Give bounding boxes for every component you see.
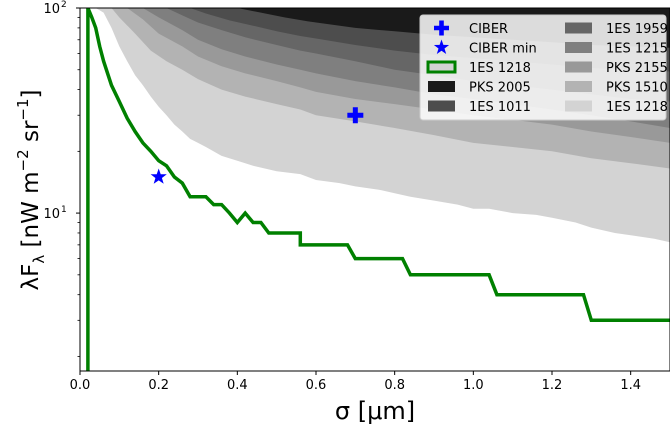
line-layer xyxy=(86,8,670,371)
x-tick-label: 0.8 xyxy=(384,378,405,393)
y-axis-label: λFλ [nW m−2 sr−1] xyxy=(14,89,48,290)
legend-swatch-1es-1215 xyxy=(565,42,592,53)
point-ciber-min xyxy=(150,168,167,184)
legend-label: 1ES 1959 xyxy=(606,22,668,37)
legend-swatch-pks-2155 xyxy=(565,61,592,73)
legend-marker-ciber-min xyxy=(433,39,450,54)
x-tick-label: 0.4 xyxy=(227,378,248,393)
point-ciber xyxy=(347,107,364,124)
x-ticks: 0.0 0.2 0.4 0.6 0.8 1.0 1.2 1.4 xyxy=(70,371,641,393)
legend-label: 1ES 1218 xyxy=(606,100,668,115)
points-layer xyxy=(150,107,364,184)
x-axis-label: σ [μm] xyxy=(335,397,415,425)
legend-label: PKS 1510 xyxy=(606,81,668,96)
x-tick-label: 1.2 xyxy=(542,378,563,393)
legend: CIBER CIBER min 1ES 1218 PKS 2005 1ES 1011 1E… xyxy=(419,14,668,121)
legend-label: 1ES 1218 xyxy=(469,61,531,76)
legend-swatch-1es-1218 xyxy=(426,60,457,74)
legend-label: 1ES 1215 xyxy=(606,42,668,57)
x-tick-label: 0.0 xyxy=(70,378,91,393)
legend-label: CIBER xyxy=(469,22,508,37)
legend-swatch-pks-1510 xyxy=(565,81,592,92)
legend-label: 1ES 1011 xyxy=(469,100,531,115)
x-tick-label: 1.4 xyxy=(620,378,641,393)
legend-label: PKS 2155 xyxy=(606,61,668,76)
legend-label: CIBER min xyxy=(469,42,537,57)
legend-label: PKS 2005 xyxy=(469,81,531,96)
legend-swatch-1es-1011 xyxy=(428,100,455,112)
x-tick-label: 1.0 xyxy=(463,378,484,393)
series-line-1es-1218 xyxy=(86,8,670,371)
legend-marker-ciber xyxy=(434,20,449,36)
y-tick-label: 10 xyxy=(43,207,60,222)
legend-box xyxy=(419,14,667,121)
legend-swatch-1es-1218 xyxy=(565,100,592,112)
plot-frame xyxy=(79,7,670,372)
y-tick-label: 10 xyxy=(43,2,60,17)
y-tick-exponent: 2 xyxy=(61,0,67,10)
x-tick-label: 0.2 xyxy=(148,378,169,393)
legend-swatch-pks-2005 xyxy=(428,81,455,92)
x-tick-label: 0.6 xyxy=(306,378,327,393)
y-tick-exponent: 1 xyxy=(61,205,67,215)
legend-swatch-1es-1959 xyxy=(565,22,592,34)
